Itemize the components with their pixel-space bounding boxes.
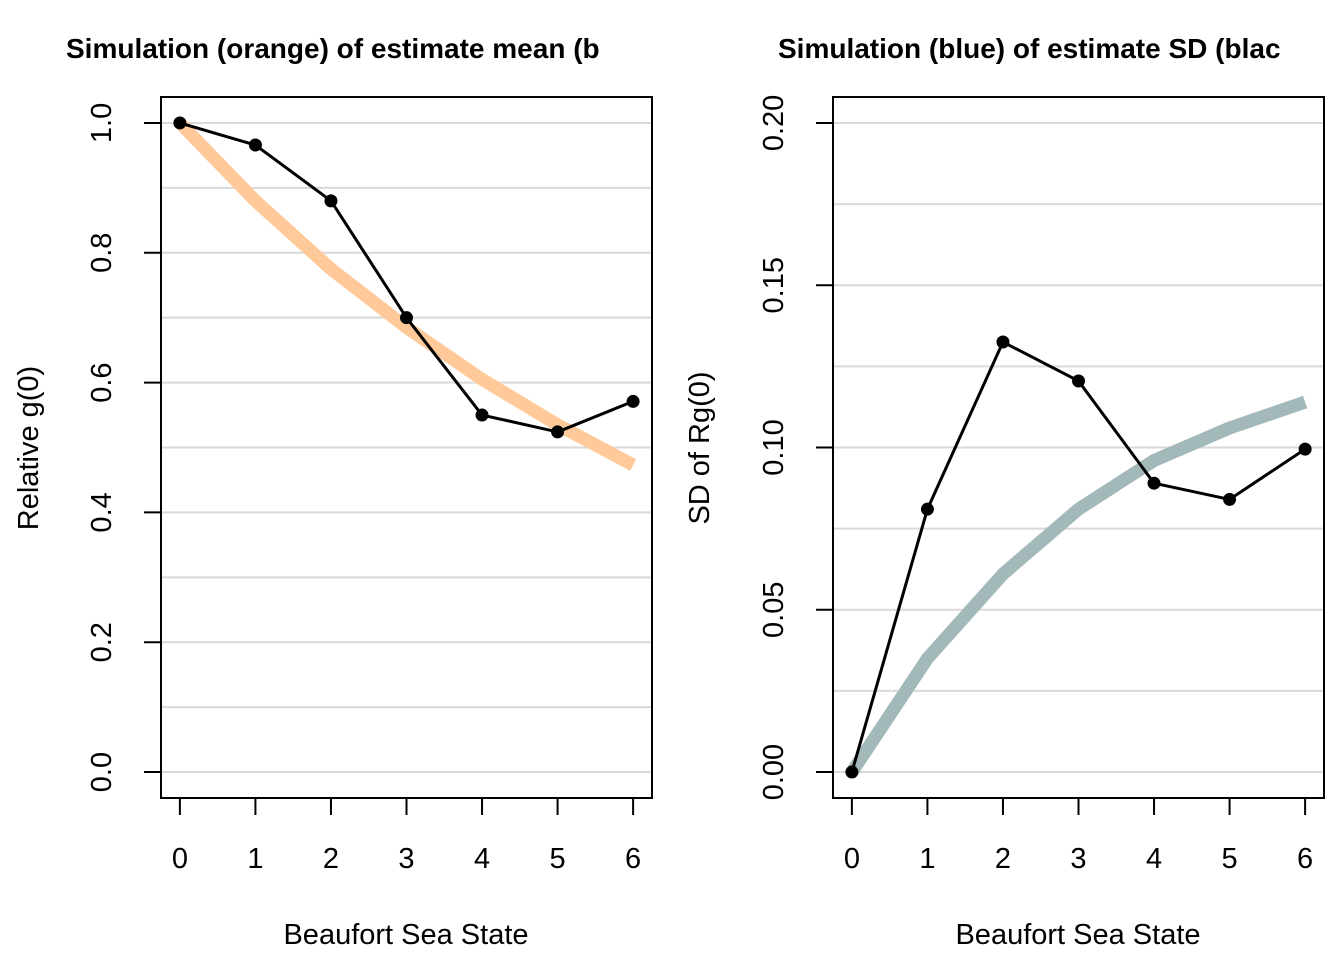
- right-estimate-point: [996, 335, 1010, 349]
- right-x-axis: 0 1 2 3 4 5 6: [844, 798, 1313, 875]
- left-x-tick-label: 4: [474, 843, 490, 875]
- right-y-tick-label: 0.20: [758, 95, 790, 151]
- left-x-axis: 0 1 2 3 4 5 6: [172, 798, 641, 875]
- right-estimate-point: [920, 502, 934, 516]
- left-estimate-point: [400, 311, 413, 325]
- right-x-tick-label: 2: [995, 843, 1011, 875]
- right-estimate-point: [1298, 442, 1312, 456]
- left-y-tick-label: 0.2: [86, 622, 118, 662]
- left-y-axis: 0.0 0.2 0.4 0.6 0.8 1.0: [86, 103, 161, 792]
- right-estimate-point: [845, 765, 859, 779]
- right-y-axis: 0.00 0.05 0.10 0.15 0.20: [758, 95, 833, 800]
- left-x-tick-label: 2: [323, 843, 339, 875]
- left-gridlines: [162, 121, 651, 774]
- right-x-tick-label: 1: [919, 843, 935, 875]
- left-simulation-line: [175, 118, 637, 471]
- left-series-group: [173, 116, 640, 471]
- right-y-tick-label: 0.15: [758, 257, 790, 313]
- right-x-tick-label: 4: [1146, 843, 1162, 875]
- left-y-tick-label: 1.0: [86, 103, 118, 143]
- right-x-tick-label: 0: [844, 843, 860, 875]
- right-y-axis-label: SD of Rg(0): [684, 371, 716, 524]
- left-y-tick-label: 0.0: [86, 752, 118, 792]
- right-x-tick-label: 6: [1297, 843, 1313, 875]
- left-estimate-point: [626, 394, 640, 408]
- right-estimate-point: [1223, 492, 1237, 506]
- right-gridlines: [834, 121, 1323, 774]
- left-chart-title: Simulation (orange) of estimate mean (b: [66, 33, 600, 64]
- left-x-tick-label: 1: [247, 843, 263, 875]
- left-estimate-point: [551, 425, 565, 439]
- left-estimate-line: [179, 121, 634, 434]
- right-x-tick-label: 5: [1222, 843, 1238, 875]
- right-estimate-point: [1147, 476, 1161, 490]
- right-simulation-line: [846, 395, 1308, 776]
- right-y-tick-label: 0.10: [758, 419, 790, 475]
- left-estimate-point: [248, 138, 262, 152]
- right-panel: Simulation (blue) of estimate SD (blac 0…: [684, 33, 1325, 951]
- left-estimate-point: [475, 408, 489, 422]
- left-y-axis-label: Relative g(0): [13, 366, 45, 530]
- right-chart-title: Simulation (blue) of estimate SD (blac: [778, 33, 1281, 64]
- left-x-tick-label: 3: [398, 843, 414, 875]
- right-series-group: [845, 335, 1312, 779]
- left-x-tick-label: 5: [550, 843, 566, 875]
- left-estimate-point: [324, 194, 338, 208]
- left-y-tick-label: 0.8: [86, 233, 118, 273]
- left-x-axis-label: Beaufort Sea State: [283, 919, 528, 951]
- right-estimate-point: [1072, 374, 1085, 388]
- right-estimate-line: [850, 340, 1306, 773]
- right-y-tick-label: 0.00: [758, 744, 790, 800]
- right-x-tick-label: 3: [1070, 843, 1086, 875]
- right-y-tick-label: 0.05: [758, 582, 790, 638]
- left-y-tick-label: 0.4: [86, 492, 118, 532]
- left-y-tick-label: 0.6: [86, 362, 118, 402]
- left-estimate-point: [173, 116, 187, 130]
- left-panel: Simulation (orange) of estimate mean (b …: [13, 33, 653, 951]
- right-x-axis-label: Beaufort Sea State: [955, 919, 1200, 951]
- left-x-tick-label: 0: [172, 843, 188, 875]
- left-x-tick-label: 6: [625, 843, 641, 875]
